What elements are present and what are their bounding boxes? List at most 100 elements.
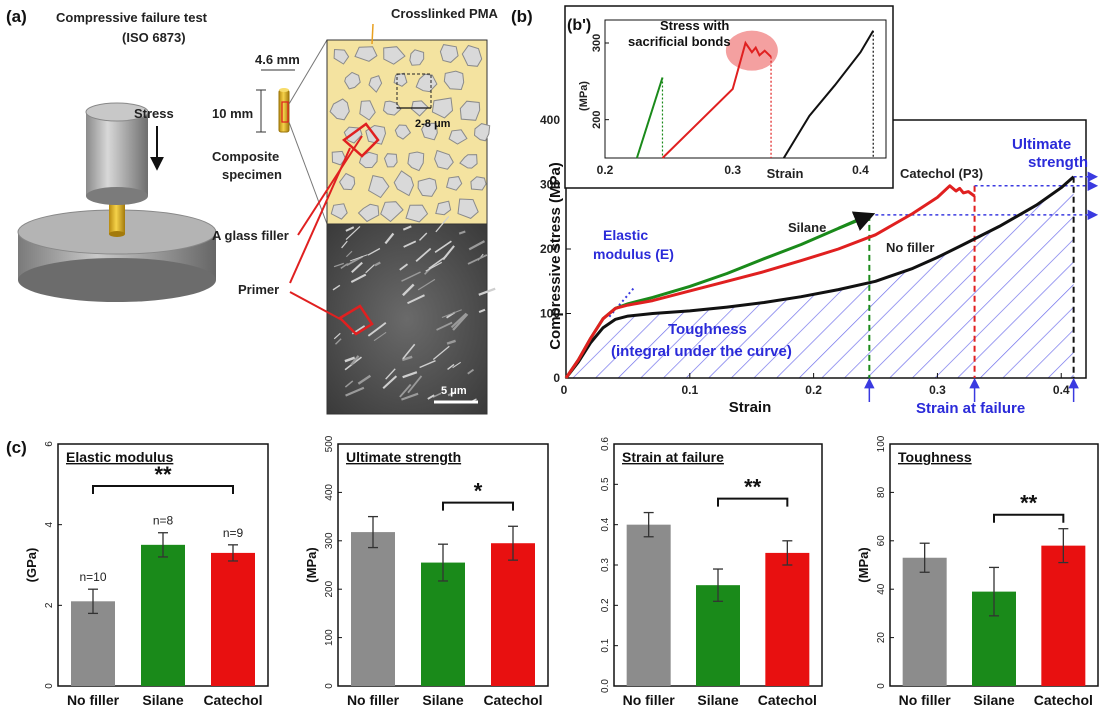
glass-particle <box>470 176 487 191</box>
bar-category-label: Catechol <box>483 692 542 708</box>
glass-particle <box>445 176 463 191</box>
sem-texture-streak <box>467 368 475 375</box>
bar-catechol <box>765 552 810 686</box>
glass-particle <box>459 154 478 169</box>
inset-y-tick-label: 200 <box>591 110 603 128</box>
bar-y-tick-label: 0 <box>324 683 335 689</box>
x-axis-label: Strain <box>729 399 772 416</box>
main-stress-strain-chart: 0 100 200 300 400 0.1 0.2 0.3 0.4 0 Strain Compress… <box>540 113 1099 417</box>
bar-y-axis-label: (MPa) <box>304 547 319 582</box>
pma-label: Crosslinked PMA <box>391 6 499 21</box>
sem-texture-streak <box>434 240 452 253</box>
bar-y-tick-label: 80 <box>876 486 887 498</box>
sem-texture-streak <box>374 261 381 267</box>
bar-category-label: Silane <box>973 692 1014 708</box>
glass-particle <box>457 198 479 219</box>
sem-texture-streak <box>478 287 496 296</box>
bar-y-tick-label: 100 <box>876 435 887 452</box>
inset-chart: 200 300 0.2 0.3 0.4 Strain (MPa) Stress withsac… <box>564 5 894 189</box>
microstructure-schematic <box>326 39 491 225</box>
elastic-modulus-label: modulus (E) <box>593 246 674 262</box>
bar-silane <box>141 544 185 686</box>
bar-chart-title: Ultimate strength <box>346 449 461 465</box>
sem-texture-streak <box>345 386 365 397</box>
sem-texture-streak <box>385 368 396 380</box>
sem-texture-streak <box>467 254 488 265</box>
sem-texture-streak <box>332 284 341 291</box>
strain-at-failure-label: Strain at failure <box>916 400 1025 417</box>
sem-texture-streak <box>344 380 354 388</box>
sample-size-label: n=10 <box>79 570 106 584</box>
bar-y-tick-label: 0.2 <box>600 598 611 612</box>
bar-category-label: Catechol <box>203 692 262 708</box>
sem-texture-streak <box>344 356 356 363</box>
bar-category-label: No filler <box>67 692 120 708</box>
bar-catechol <box>491 543 535 686</box>
panel-c-label: (c) <box>6 438 27 457</box>
bar-category-label: No filler <box>899 692 952 708</box>
series-line-no-filler <box>564 175 1075 379</box>
bar-y-tick-label: 200 <box>324 580 335 597</box>
sem-texture-streak <box>446 339 456 345</box>
sem-texture-streak <box>407 294 425 305</box>
height-dimension: 10 mm <box>212 106 253 121</box>
inset-y-axis-label: (MPa) <box>578 81 590 111</box>
no-filler-label: No filler <box>886 240 934 255</box>
zoom-line <box>288 121 328 225</box>
bar-charts: 0 2 4 6 (GPa) Elastic modulus No filler n=10 Sil… <box>24 435 1099 708</box>
sem-texture-streak <box>351 261 363 274</box>
panel-c: (c) 0 2 4 6 (GPa) Elastic modulus No filler n=1… <box>6 435 1099 708</box>
sem-texture-streak <box>441 309 462 319</box>
toughness-label: Toughness <box>668 321 747 338</box>
x-tick-label: 0 <box>561 383 568 397</box>
bar-category-label: Silane <box>422 692 463 708</box>
sem-texture-streak <box>335 338 342 345</box>
sem-texture-streak <box>419 360 436 369</box>
bar-y-tick-label: 500 <box>324 435 335 452</box>
glass-particle <box>409 49 425 66</box>
significance-bracket <box>442 501 514 511</box>
bar-y-tick-label: 0.1 <box>600 638 611 652</box>
sem-texture-streak <box>399 263 409 271</box>
glass-particle <box>357 203 380 223</box>
bar-category-label: Silane <box>697 692 738 708</box>
glass-particle <box>393 170 415 197</box>
bar-y-tick-label: 100 <box>324 629 335 646</box>
bar-silane <box>696 585 740 686</box>
pma-pointer <box>371 23 374 45</box>
toughness-hatch-area <box>566 176 1074 378</box>
series-line-catechol-p3- <box>564 184 976 379</box>
plunger-illustration <box>85 102 149 205</box>
bar-no-filler <box>71 601 115 686</box>
primer-highlight <box>342 122 380 158</box>
sem-texture-streak <box>450 312 467 329</box>
sem-texture-streak <box>333 332 341 340</box>
width-dimension: 4.6 mm <box>255 52 300 67</box>
sem-texture-streak <box>427 394 435 400</box>
sem-texture-streak <box>402 225 412 231</box>
primer-highlight <box>337 304 374 336</box>
catechol-label: Catechol (P3) <box>900 166 983 181</box>
sem-texture-streak <box>407 375 423 394</box>
sem-texture-streak <box>373 331 387 342</box>
glass-particle <box>473 123 491 142</box>
sample-size-label: n=9 <box>223 526 244 540</box>
primer-pointer <box>289 147 351 284</box>
glass-particle <box>339 172 356 191</box>
inset-series-line <box>661 40 772 159</box>
bar-category-label: Catechol <box>758 692 817 708</box>
significance-bracket <box>717 497 789 507</box>
significance-marker: ** <box>1020 491 1038 516</box>
sem-texture-streak <box>442 245 455 261</box>
bar-silane <box>421 562 465 686</box>
bar-y-tick-label: 0.0 <box>600 679 611 693</box>
sem-texture-streak <box>402 283 415 297</box>
inset-y-tick-label: 300 <box>591 34 603 52</box>
glass-particle <box>459 100 481 121</box>
sem-texture-streak <box>417 278 436 291</box>
bar-y-tick-label: 6 <box>44 441 55 447</box>
bar-y-tick-label: 400 <box>324 484 335 501</box>
silane-label: Silane <box>788 220 826 235</box>
zoom-line <box>288 39 328 105</box>
inset-x-axis-label: Strain <box>767 166 804 181</box>
